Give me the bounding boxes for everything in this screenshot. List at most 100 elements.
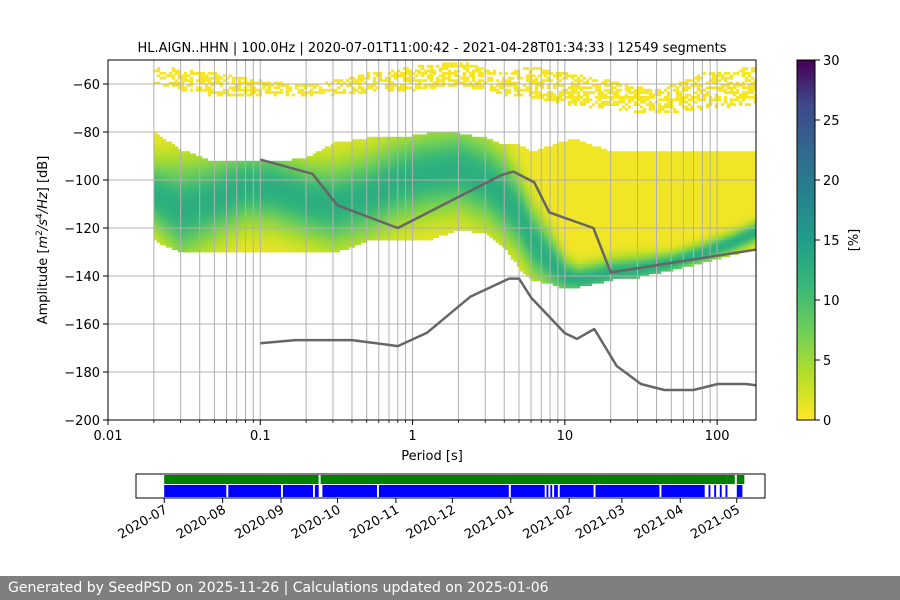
heatmap-cell [309,242,314,246]
heatmap-cell [393,184,398,188]
heatmap-cell [426,172,431,176]
heatmap-cell [279,165,284,169]
heatmap-cell [408,160,413,164]
heatmap-cell [288,218,293,222]
heatmap-cell [399,192,404,195]
heatmap-cell [363,88,368,92]
heatmap-cell [324,151,329,154]
heatmap-cell [471,225,476,229]
heatmap-cell [255,172,260,176]
heatmap-cell [387,88,392,92]
heatmap-cell [423,79,428,82]
heatmap-cell [261,184,266,188]
heatmap-cell [318,170,323,174]
heatmap-cell [216,168,221,171]
heatmap-cell [366,72,371,75]
heatmap-cell [198,213,203,217]
heatmap-cell [453,204,458,207]
heatmap-cell [294,220,299,224]
heatmap-cell [198,237,203,241]
heatmap-cell [264,240,269,243]
heatmap-cell [171,67,176,70]
heatmap-cell [333,165,338,169]
heatmap-cell [450,153,455,157]
heatmap-cell [270,204,275,207]
heatmap-cell [177,74,182,78]
heatmap-cell [390,237,395,241]
heatmap-cell [237,220,242,224]
heatmap-cell [468,208,473,212]
heatmap-cell [375,141,380,145]
heatmap-cell [189,88,194,92]
heatmap-cell [261,223,266,226]
heatmap-cell [162,230,167,234]
heatmap-cell [411,216,416,219]
heatmap-cell [213,232,218,236]
heatmap-cell [276,182,281,186]
heatmap-cell [279,206,284,210]
heatmap-cell [441,165,446,169]
heatmap-cell [183,218,188,222]
heatmap-cell [468,172,473,176]
heatmap-cell [417,237,422,241]
heatmap-cell [336,79,341,82]
heatmap-cell [240,160,245,164]
heatmap-cell [306,189,311,193]
heatmap-cell [276,86,281,90]
heatmap-cell [354,192,359,195]
heatmap-cell [333,242,338,246]
heatmap-cell [342,91,347,94]
heatmap-cell [396,223,401,226]
heatmap-cell [360,216,365,219]
heatmap-cell [252,225,257,229]
heatmap-cell [237,168,242,171]
heatmap-cell [414,151,419,154]
heatmap-cell [402,148,407,152]
heatmap-cell [408,223,413,226]
heatmap-cell [216,184,221,188]
heatmap-cell [297,244,302,248]
heatmap-cell [447,201,452,205]
heatmap-cell [360,218,365,222]
heatmap-cell [465,182,470,186]
heatmap-cell [183,232,188,236]
heatmap-cell [345,177,350,181]
heatmap-cell [384,213,389,217]
heatmap-cell [417,158,422,162]
heatmap-cell [462,189,467,193]
heatmap-cell [252,230,257,234]
heatmap-cell [228,213,233,217]
heatmap-cell [174,146,179,150]
heatmap-cell [411,146,416,150]
heatmap-cell [390,187,395,190]
heatmap-cell [390,196,395,200]
heatmap-cell [288,232,293,236]
heatmap-cell [246,163,251,166]
heatmap-cell [273,180,278,183]
heatmap-cell [300,211,305,214]
heatmap-cell [180,194,185,198]
heatmap-cell [303,187,308,190]
heatmap-cell [339,168,344,171]
heatmap-cell [267,86,272,90]
heatmap-cell [198,170,203,174]
heatmap-cell [300,228,305,231]
heatmap-cell [324,146,329,150]
heatmap-cell [438,134,443,138]
heatmap-cell [393,151,398,154]
heatmap-cell [453,177,458,181]
heatmap-cell [288,235,293,238]
heatmap-cell [165,196,170,200]
heatmap-cell [162,204,167,207]
heatmap-cell [468,223,473,226]
heatmap-cell [372,163,377,166]
heatmap-cell [249,196,254,200]
heatmap-cell [408,201,413,205]
heatmap-cell [312,187,317,190]
heatmap-cell [360,208,365,212]
heatmap-cell [357,204,362,207]
heatmap-cell [360,160,365,164]
heatmap-cell [291,163,296,166]
heatmap-cell [270,180,275,183]
heatmap-cell [369,225,374,229]
